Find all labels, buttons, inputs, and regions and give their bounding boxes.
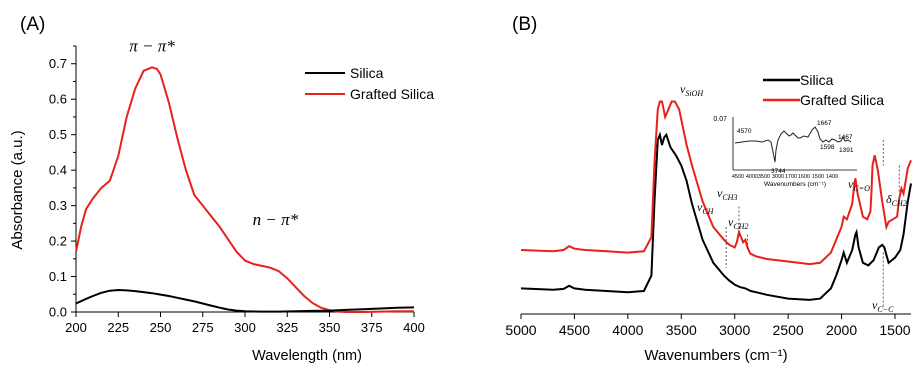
inset-x-tick: 4500 [732, 174, 744, 180]
inset-x-tick: 1600 [798, 174, 810, 180]
x-tick-label: 2500 [773, 322, 804, 338]
x-tick-label: 3500 [666, 322, 697, 338]
legend-label: Silica [800, 72, 834, 88]
series-line-grafted-silica [75, 66, 414, 313]
y-tick-label: 0.2 [49, 234, 67, 249]
legend-label: Grafted Silica [800, 92, 884, 108]
x-tick-label: 1500 [879, 322, 910, 338]
inset-peak-label: 1391 [839, 147, 854, 154]
annotation-pi-pi-star: π − π* [129, 36, 175, 55]
x-tick-label: 2000 [826, 322, 857, 338]
series-line-grafted-silica [520, 100, 912, 266]
x-tick-label: 375 [361, 320, 383, 335]
annotation-delta-ch2: δCH2 [886, 192, 907, 208]
panel-b-inset: 0.07 4500 4000 3500 3000 1700 1600 1500 1400Wave… [713, 116, 857, 188]
inset-x-tick: 3500 [758, 174, 770, 180]
series-line-silica [520, 131, 912, 301]
x-tick-label: 400 [403, 320, 425, 335]
inset-y-tick: 0.07 [713, 116, 727, 123]
annotation-v-ch3: νCH3 [717, 186, 737, 202]
inset-x-tick: 1500 [812, 174, 824, 180]
y-tick-label: 0.7 [49, 56, 67, 71]
x-tick-label: 4000 [612, 322, 643, 338]
inset-x-tick: 3000 [772, 174, 784, 180]
panel-a-series [75, 66, 415, 313]
panel-a-ylabel: Absorbance (a.u.) [9, 130, 26, 249]
y-tick-label: 0.4 [49, 163, 67, 178]
inset-peak-label: 4570 [737, 128, 752, 135]
annotation-v-c-o: νC=O [848, 177, 870, 193]
inset-peak-label: 1598 [820, 144, 835, 151]
legend-label: Silica [350, 65, 384, 81]
panel-b-label: (B) [512, 14, 537, 35]
annotation-v-ch: νCH [697, 200, 715, 216]
panel-a-legend: Silica Grafted Silica [305, 65, 434, 102]
panel-a-annotations: π − π* n − π* [129, 36, 298, 229]
y-tick-label: 0.1 [49, 269, 67, 284]
panel-a-axes: 200 225 250 275 300 325 350 375 400 0.0 0.1 0.2 0.3 0… [49, 45, 425, 335]
inset-xlabel: Wavenumbers (cm⁻¹) [764, 181, 826, 188]
x-tick-label: 4500 [559, 322, 590, 338]
annotation-v-ch2: νCH2 [728, 215, 748, 231]
inset-peak-label: 1667 [817, 120, 832, 127]
panel-b-legend: Silica Grafted Silica [763, 72, 884, 108]
inset-x-tick: 1400 [826, 174, 838, 180]
inset-spectrum-line [734, 126, 852, 163]
inset-peak-label: 3744 [771, 168, 786, 175]
annotation-v-sioh: νSiOH [680, 82, 704, 98]
x-tick-label: 275 [192, 320, 214, 335]
annotation-v-c-c: νC−C [872, 298, 894, 314]
panel-b: (B) Wavenumbers (cm⁻¹) 5000 4500 4000 3500 3… [505, 14, 912, 364]
y-tick-label: 0.6 [49, 92, 67, 107]
x-tick-label: 200 [65, 320, 87, 335]
panel-b-series [520, 100, 912, 301]
y-tick-label: 0.3 [49, 198, 67, 213]
panel-a: (A) Absorbance (a.u.) Wavelength (nm) 20… [9, 14, 434, 364]
inset-x-tick: 1700 [785, 174, 797, 180]
x-tick-label: 225 [107, 320, 129, 335]
legend-label: Grafted Silica [350, 86, 434, 102]
panel-b-axes: 5000 4500 4000 3500 3000 2500 2000 1500 [505, 313, 911, 338]
panel-b-xlabel: Wavenumbers (cm⁻¹) [644, 347, 787, 364]
x-tick-label: 350 [319, 320, 341, 335]
y-tick-label: 0.0 [49, 305, 67, 320]
series-line-silica [75, 288, 415, 313]
inset-x-tick: 4000 [746, 174, 758, 180]
inset-peak-label: 1467 [838, 134, 853, 141]
y-tick-label: 0.5 [49, 127, 67, 142]
panel-a-xlabel: Wavelength (nm) [252, 348, 362, 364]
x-tick-label: 325 [276, 320, 298, 335]
x-tick-label: 250 [150, 320, 172, 335]
annotation-n-pi-star: n − π* [253, 210, 299, 229]
x-tick-label: 3000 [719, 322, 750, 338]
panel-a-label: (A) [20, 14, 45, 35]
x-tick-label: 300 [234, 320, 256, 335]
x-tick-label: 5000 [505, 322, 536, 338]
